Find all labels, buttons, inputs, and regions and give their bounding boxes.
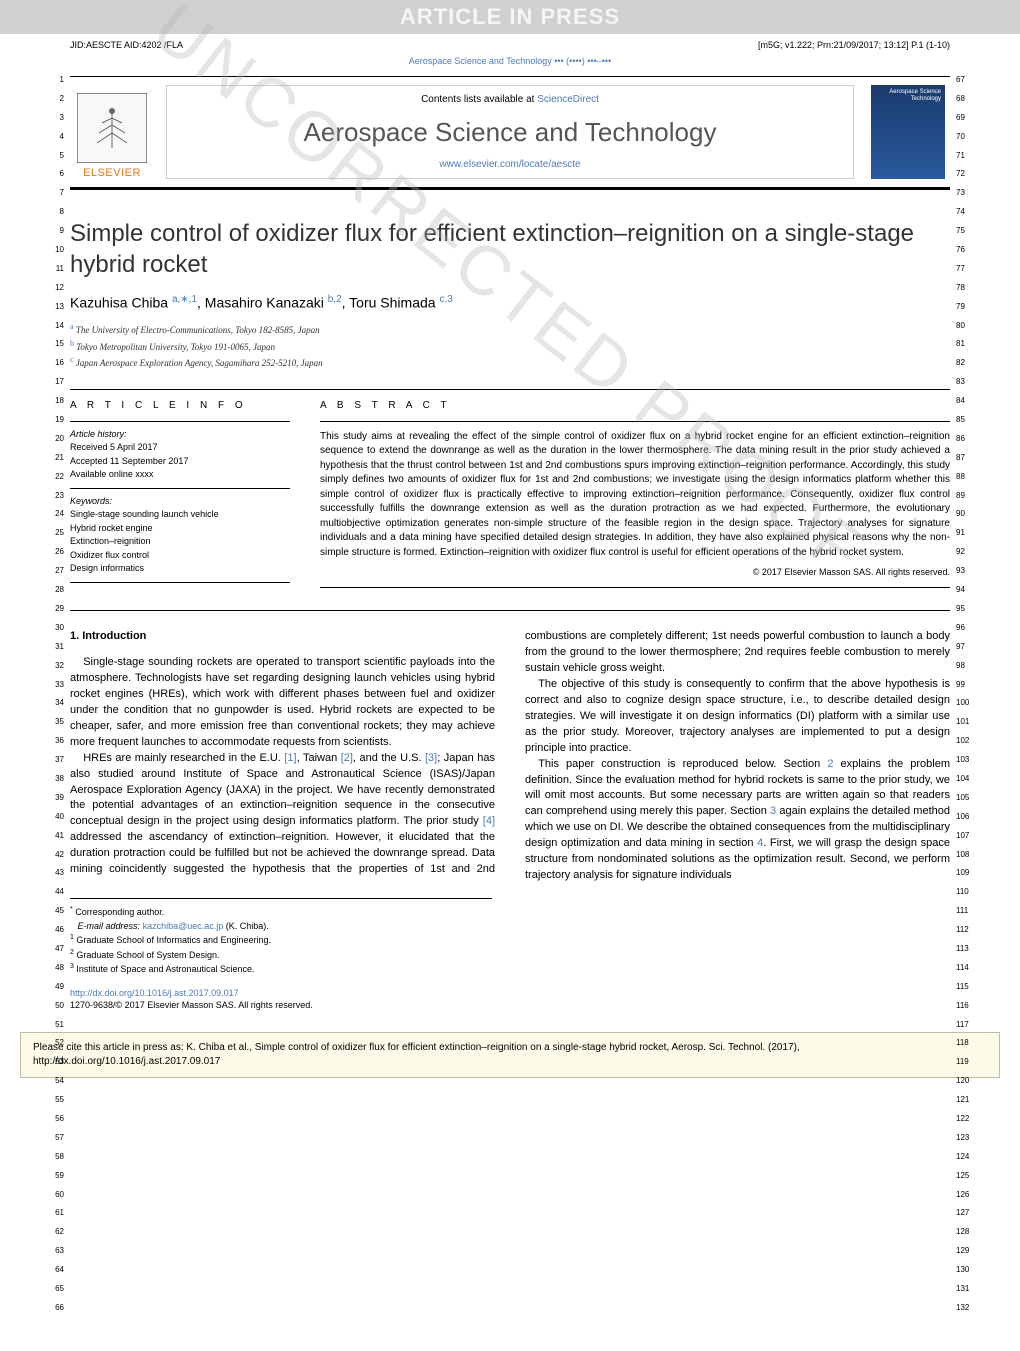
email-link[interactable]: kazchiba@uec.ac.jp bbox=[143, 921, 224, 931]
footnote: 1 Graduate School of Informatics and Eng… bbox=[70, 933, 492, 948]
header-meta-left: JID:AESCTE AID:4202 /FLA bbox=[70, 40, 183, 50]
header-meta-right: [m5G; v1.222; Prn:21/09/2017; 13:12] P.1… bbox=[758, 40, 950, 50]
sciencedirect-link[interactable]: ScienceDirect bbox=[537, 94, 599, 105]
journal-cover-thumb: Aerospace Science Technology bbox=[871, 85, 945, 179]
history-line: Accepted 11 September 2017 bbox=[70, 455, 290, 469]
keyword: Hybrid rocket engine bbox=[70, 522, 290, 536]
abstract-column: A B S T R A C T This study aims at revea… bbox=[320, 400, 950, 589]
header-meta: JID:AESCTE AID:4202 /FLA [m5G; v1.222; P… bbox=[70, 38, 950, 56]
citation[interactable]: [2] bbox=[341, 752, 353, 764]
author-list: Kazuhisa Chiba a,∗,1, Masahiro Kanazaki … bbox=[70, 294, 950, 311]
keyword-lines: Single-stage sounding launch vehicleHybr… bbox=[70, 508, 290, 576]
affiliation: c Japan Aerospace Exploration Agency, Sa… bbox=[70, 354, 950, 371]
history-line: Available online xxxx bbox=[70, 468, 290, 482]
keyword: Design informatics bbox=[70, 562, 290, 576]
masthead-center: Contents lists available at ScienceDirec… bbox=[166, 85, 854, 179]
citation[interactable]: [4] bbox=[483, 815, 495, 827]
keywords-block: Keywords: Single-stage sounding launch v… bbox=[70, 488, 290, 583]
citation[interactable]: [3] bbox=[425, 752, 437, 764]
affiliation-list: a The University of Electro-Communicatio… bbox=[70, 321, 950, 371]
article-history-block: Article history: Received 5 April 2017Ac… bbox=[70, 421, 290, 488]
masthead: ELSEVIER Contents lists available at Sci… bbox=[70, 76, 950, 190]
proof-banner: ARTICLE IN PRESS bbox=[0, 0, 1020, 34]
keywords-label: Keywords: bbox=[70, 495, 290, 509]
cover-block: Aerospace Science Technology bbox=[866, 85, 950, 179]
journal-reference: Aerospace Science and Technology ••• (••… bbox=[70, 56, 950, 66]
paragraph: The objective of this study is consequen… bbox=[525, 677, 950, 757]
footnotes: * Corresponding author. E-mail address: … bbox=[70, 898, 492, 977]
page: 1234567891011121314151617181920212223242… bbox=[0, 0, 1020, 1118]
abstract-body: This study aims at revealing the effect … bbox=[320, 431, 950, 558]
email-line: E-mail address: kazchiba@uec.ac.jp (K. C… bbox=[70, 920, 492, 934]
footnote-notes: 1 Graduate School of Informatics and Eng… bbox=[70, 933, 492, 977]
line-numbers-right: 6768697071727374757677787980818283848586… bbox=[956, 76, 976, 1323]
cite-box: Please cite this article in press as: K.… bbox=[20, 1032, 1000, 1078]
publisher-label: ELSEVIER bbox=[83, 167, 141, 179]
keyword: Oxidizer flux control bbox=[70, 549, 290, 563]
abstract-copyright: © 2017 Elsevier Masson SAS. All rights r… bbox=[320, 566, 950, 579]
keyword: Single-stage sounding launch vehicle bbox=[70, 508, 290, 522]
article-title: Simple control of oxidizer flux for effi… bbox=[70, 218, 950, 280]
body-columns: 1. Introduction Single-stage sounding ro… bbox=[70, 629, 950, 884]
elsevier-logo bbox=[77, 93, 147, 163]
footnote: 2 Graduate School of System Design. bbox=[70, 948, 492, 963]
info-abstract-row: A R T I C L E I N F O Article history: R… bbox=[70, 389, 950, 589]
section-heading-1: 1. Introduction bbox=[70, 629, 495, 645]
keyword: Extinction–reignition bbox=[70, 535, 290, 549]
publisher-block: ELSEVIER bbox=[70, 85, 154, 179]
line-numbers-left: 1234567891011121314151617181920212223242… bbox=[44, 76, 64, 1323]
affiliation: b Tokyo Metropolitan University, Tokyo 1… bbox=[70, 338, 950, 355]
article-info-heading: A R T I C L E I N F O bbox=[70, 400, 290, 411]
corresponding-author: * Corresponding author. bbox=[70, 905, 492, 920]
issn-line: 1270-9638/© 2017 Elsevier Masson SAS. Al… bbox=[70, 1000, 313, 1010]
affiliation: a The University of Electro-Communicatio… bbox=[70, 321, 950, 338]
abstract-text: This study aims at revealing the effect … bbox=[320, 421, 950, 589]
divider bbox=[70, 610, 950, 611]
contents-text: Contents lists available at bbox=[421, 94, 537, 105]
abstract-heading: A B S T R A C T bbox=[320, 400, 950, 411]
paragraph: This paper construction is reproduced be… bbox=[525, 757, 950, 885]
history-line: Received 5 April 2017 bbox=[70, 441, 290, 455]
contents-line: Contents lists available at ScienceDirec… bbox=[181, 94, 839, 105]
citation[interactable]: [1] bbox=[284, 752, 296, 764]
journal-name: Aerospace Science and Technology bbox=[181, 117, 839, 148]
journal-url[interactable]: www.elsevier.com/locate/aescte bbox=[181, 159, 839, 170]
history-label: Article history: bbox=[70, 428, 290, 442]
footnote: 3 Institute of Space and Astronautical S… bbox=[70, 962, 492, 977]
history-lines: Received 5 April 2017Accepted 11 Septemb… bbox=[70, 441, 290, 482]
paragraph: Single-stage sounding rockets are operat… bbox=[70, 655, 495, 751]
doi-block: http://dx.doi.org/10.1016/j.ast.2017.09.… bbox=[70, 987, 492, 1012]
article-info: A R T I C L E I N F O Article history: R… bbox=[70, 400, 290, 589]
doi-link[interactable]: http://dx.doi.org/10.1016/j.ast.2017.09.… bbox=[70, 988, 239, 998]
